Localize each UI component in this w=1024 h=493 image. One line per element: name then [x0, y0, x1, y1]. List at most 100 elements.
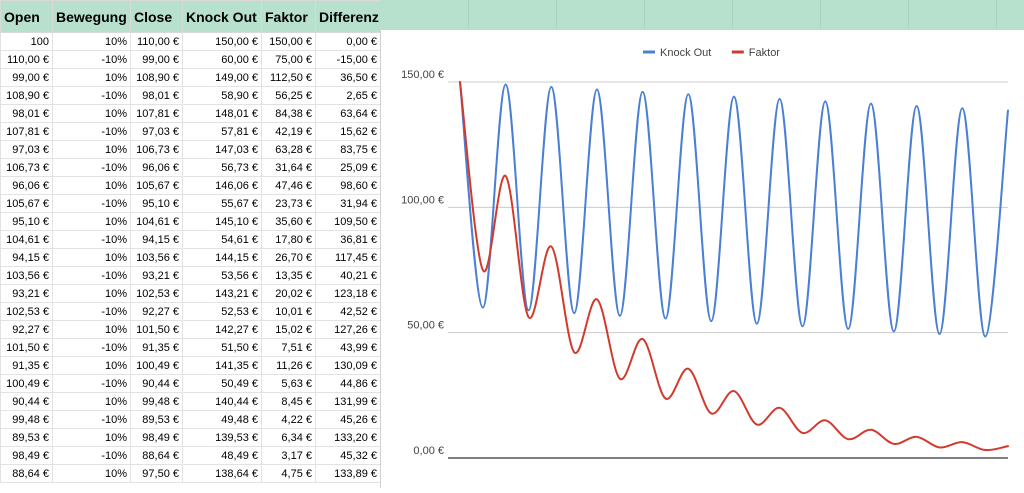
table-cell[interactable]: 49,48 €	[182, 410, 262, 429]
table-cell[interactable]: 60,00 €	[182, 50, 262, 69]
table-cell[interactable]: 150,00 €	[261, 32, 316, 51]
table-cell[interactable]: 91,35 €	[130, 338, 183, 357]
table-cell[interactable]: -10%	[52, 86, 131, 105]
table-cell[interactable]: 150,00 €	[182, 32, 262, 51]
table-cell[interactable]: 56,25 €	[261, 86, 316, 105]
table-cell[interactable]: 63,64 €	[315, 104, 381, 123]
table-cell[interactable]: 145,10 €	[182, 212, 262, 231]
table-cell[interactable]: 133,20 €	[315, 428, 381, 447]
table-cell[interactable]: 106,73 €	[0, 158, 53, 177]
table-cell[interactable]: 123,18 €	[315, 284, 381, 303]
table-cell[interactable]: -10%	[52, 50, 131, 69]
table-cell[interactable]: -10%	[52, 194, 131, 213]
table-cell[interactable]: 42,52 €	[315, 302, 381, 321]
table-cell[interactable]: -10%	[52, 122, 131, 141]
table-cell[interactable]: 95,10 €	[130, 194, 183, 213]
table-cell[interactable]: 84,38 €	[261, 104, 316, 123]
table-cell[interactable]: -15,00 €	[315, 50, 381, 69]
table-cell[interactable]: 98,01 €	[0, 104, 53, 123]
table-cell[interactable]: 100,49 €	[130, 356, 183, 375]
table-cell[interactable]: 94,15 €	[0, 248, 53, 267]
table-cell[interactable]: 10,01 €	[261, 302, 316, 321]
table-cell[interactable]: 98,49 €	[130, 428, 183, 447]
table-cell[interactable]: 130,09 €	[315, 356, 381, 375]
table-cell[interactable]: 104,61 €	[0, 230, 53, 249]
table-cell[interactable]: 56,73 €	[182, 158, 262, 177]
table-cell[interactable]: 108,90 €	[0, 86, 53, 105]
table-cell[interactable]: 138,64 €	[182, 464, 262, 483]
table-cell[interactable]: 99,00 €	[0, 68, 53, 87]
table-cell[interactable]: 10%	[52, 140, 131, 159]
table-cell[interactable]: 83,75 €	[315, 140, 381, 159]
table-cell[interactable]: 50,49 €	[182, 374, 262, 393]
table-cell[interactable]: 15,02 €	[261, 320, 316, 339]
table-cell[interactable]: 107,81 €	[130, 104, 183, 123]
table-cell[interactable]: 10%	[52, 104, 131, 123]
table-cell[interactable]: 88,64 €	[0, 464, 53, 483]
table-cell[interactable]: 10%	[52, 212, 131, 231]
table-cell[interactable]: 98,49 €	[0, 446, 53, 465]
table-cell[interactable]: 51,50 €	[182, 338, 262, 357]
table-cell[interactable]: 42,19 €	[261, 122, 316, 141]
table-cell[interactable]: 143,21 €	[182, 284, 262, 303]
table-cell[interactable]: 45,32 €	[315, 446, 381, 465]
table-cell[interactable]: 101,50 €	[0, 338, 53, 357]
table-cell[interactable]: 17,80 €	[261, 230, 316, 249]
table-cell[interactable]: 102,53 €	[130, 284, 183, 303]
table-cell[interactable]: 58,90 €	[182, 86, 262, 105]
table-cell[interactable]: 131,99 €	[315, 392, 381, 411]
table-cell[interactable]: 23,73 €	[261, 194, 316, 213]
table-cell[interactable]: 142,27 €	[182, 320, 262, 339]
table-cell[interactable]: 2,65 €	[315, 86, 381, 105]
table-cell[interactable]: 10%	[52, 392, 131, 411]
table-cell[interactable]: 40,21 €	[315, 266, 381, 285]
table-cell[interactable]: 15,62 €	[315, 122, 381, 141]
table-cell[interactable]: 63,28 €	[261, 140, 316, 159]
table-cell[interactable]: 110,00 €	[130, 32, 183, 51]
table-cell[interactable]: -10%	[52, 446, 131, 465]
table-cell[interactable]: 108,90 €	[130, 68, 183, 87]
table-cell[interactable]: -10%	[52, 302, 131, 321]
table-cell[interactable]: 31,64 €	[261, 158, 316, 177]
table-cell[interactable]: 91,35 €	[0, 356, 53, 375]
table-cell[interactable]: 144,15 €	[182, 248, 262, 267]
table-cell[interactable]: 109,50 €	[315, 212, 381, 231]
table-cell[interactable]: 133,89 €	[315, 464, 381, 483]
table-cell[interactable]: 35,60 €	[261, 212, 316, 231]
table-cell[interactable]: 141,35 €	[182, 356, 262, 375]
table-cell[interactable]: 100,49 €	[0, 374, 53, 393]
table-cell[interactable]: 57,81 €	[182, 122, 262, 141]
table-cell[interactable]: 10%	[52, 428, 131, 447]
table-cell[interactable]: 99,48 €	[0, 410, 53, 429]
table-cell[interactable]: -10%	[52, 266, 131, 285]
table-cell[interactable]: 10%	[52, 68, 131, 87]
table-cell[interactable]: 127,26 €	[315, 320, 381, 339]
table-cell[interactable]: 101,50 €	[130, 320, 183, 339]
table-cell[interactable]: 104,61 €	[130, 212, 183, 231]
column-header[interactable]: Close	[130, 0, 183, 33]
table-cell[interactable]: 88,64 €	[130, 446, 183, 465]
table-cell[interactable]: -10%	[52, 338, 131, 357]
table-cell[interactable]: 3,17 €	[261, 446, 316, 465]
table-cell[interactable]: 107,81 €	[0, 122, 53, 141]
table-cell[interactable]: 7,51 €	[261, 338, 316, 357]
table-cell[interactable]: 99,48 €	[130, 392, 183, 411]
table-cell[interactable]: 97,03 €	[0, 140, 53, 159]
column-header[interactable]: Differenz	[315, 0, 381, 33]
table-cell[interactable]: 99,00 €	[130, 50, 183, 69]
table-cell[interactable]: 55,67 €	[182, 194, 262, 213]
table-cell[interactable]: 117,45 €	[315, 248, 381, 267]
table-cell[interactable]: 140,44 €	[182, 392, 262, 411]
table-cell[interactable]: -10%	[52, 158, 131, 177]
table-cell[interactable]: 10%	[52, 284, 131, 303]
table-cell[interactable]: 53,56 €	[182, 266, 262, 285]
table-cell[interactable]: 25,09 €	[315, 158, 381, 177]
table-cell[interactable]: 89,53 €	[0, 428, 53, 447]
table-cell[interactable]: 10%	[52, 248, 131, 267]
table-cell[interactable]: 98,60 €	[315, 176, 381, 195]
table-cell[interactable]: -10%	[52, 410, 131, 429]
table-cell[interactable]: 4,22 €	[261, 410, 316, 429]
table-cell[interactable]: 112,50 €	[261, 68, 316, 87]
table-cell[interactable]: 26,70 €	[261, 248, 316, 267]
table-cell[interactable]: 36,81 €	[315, 230, 381, 249]
